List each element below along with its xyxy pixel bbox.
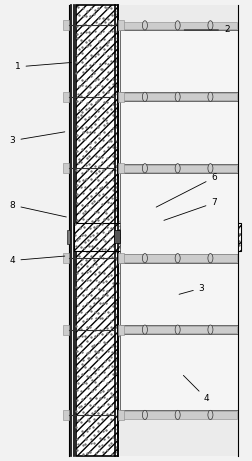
Bar (76, 5, 118, 456)
Bar (121, 22, 237, 29)
Bar (67, 230, 70, 244)
Bar (114, 230, 120, 243)
Text: 2: 2 (184, 25, 230, 35)
Bar (63, 253, 69, 263)
Circle shape (142, 410, 147, 420)
Circle shape (175, 92, 180, 101)
Bar (120, 334, 238, 410)
Bar (118, 92, 124, 102)
Circle shape (208, 410, 213, 420)
Circle shape (142, 325, 147, 334)
Bar (120, 5, 238, 456)
Circle shape (142, 92, 147, 101)
Circle shape (208, 254, 213, 263)
Circle shape (175, 21, 180, 30)
Bar (118, 325, 124, 335)
Text: 4: 4 (183, 375, 209, 403)
Bar (63, 20, 69, 30)
Bar (118, 163, 124, 173)
Text: 7: 7 (164, 198, 217, 220)
Bar (118, 253, 124, 263)
Text: 8: 8 (10, 201, 66, 217)
Bar (63, 325, 69, 335)
Bar (118, 410, 124, 420)
Circle shape (175, 325, 180, 334)
Text: 3: 3 (179, 284, 204, 294)
Text: 4: 4 (10, 256, 65, 265)
Text: 3: 3 (10, 132, 65, 145)
Bar (121, 93, 237, 100)
Circle shape (142, 164, 147, 173)
Bar (74, 223, 241, 251)
Circle shape (208, 92, 213, 101)
Bar (118, 20, 124, 30)
Bar (63, 410, 69, 420)
Circle shape (208, 21, 213, 30)
Circle shape (175, 254, 180, 263)
Bar (121, 411, 237, 419)
Text: 1: 1 (15, 62, 72, 71)
Circle shape (208, 164, 213, 173)
Bar (120, 263, 238, 325)
Bar (121, 254, 237, 262)
Circle shape (142, 21, 147, 30)
Bar (63, 163, 69, 173)
Circle shape (175, 410, 180, 420)
Circle shape (175, 164, 180, 173)
Bar (121, 165, 237, 172)
Bar (63, 92, 69, 102)
Bar (120, 173, 238, 254)
Circle shape (208, 325, 213, 334)
Bar (120, 101, 238, 164)
Text: 6: 6 (156, 173, 217, 207)
Circle shape (142, 254, 147, 263)
Bar (121, 326, 237, 333)
Bar (120, 30, 238, 92)
